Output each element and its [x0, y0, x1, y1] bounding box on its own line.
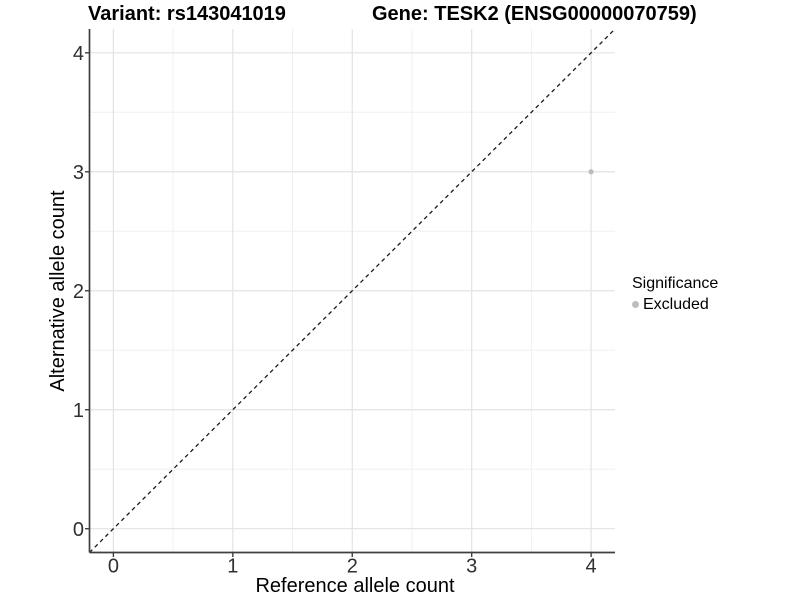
x-tick-label: 1: [227, 556, 238, 578]
x-tick-label: 3: [466, 556, 477, 578]
plot-title-variant: Variant: rs143041019: [88, 3, 286, 25]
y-tick-label: 0: [73, 519, 84, 541]
dashed-identity-line: [89, 28, 616, 553]
legend-key-dot: [632, 301, 639, 308]
legend-title: Significance: [632, 275, 719, 292]
data-points: [588, 169, 594, 175]
legend-entry-excluded: Excluded: [632, 295, 718, 314]
data-point: [588, 169, 594, 175]
y-tick-label: 2: [73, 281, 84, 303]
y-tick-label: 3: [73, 162, 84, 184]
x-tick-label: 2: [347, 556, 358, 578]
x-axis-title: Reference allele count: [255, 575, 455, 597]
x-tick-label: 0: [108, 556, 119, 578]
y-tick-label: 4: [73, 43, 84, 65]
legend: Significance Excluded: [632, 274, 718, 314]
y-tick-label: 1: [73, 400, 84, 422]
axis-tick-labels: 0 1 2 3 4 0 1 2 3 4: [73, 43, 597, 577]
y-axis-title: Alternative allele count: [47, 190, 69, 392]
identity-reference-line: [89, 28, 616, 553]
axis-tick-marks: [85, 52, 592, 557]
x-tick-label: 4: [586, 556, 597, 578]
plot-title-gene: Gene: TESK2 (ENSG00000070759): [372, 3, 697, 25]
legend-entry-label: Excluded: [643, 296, 709, 313]
